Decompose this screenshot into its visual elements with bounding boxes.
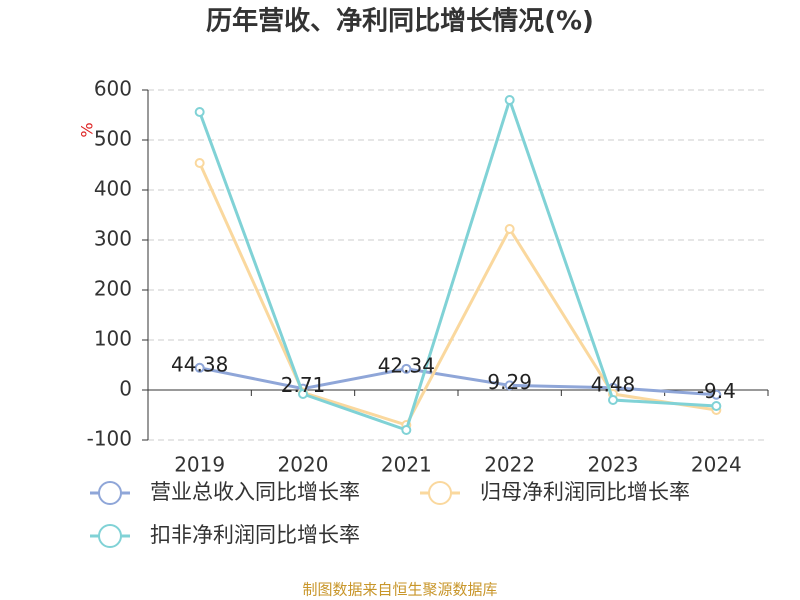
line-series <box>199 366 717 397</box>
legend-icon <box>428 481 452 505</box>
y-tick-label: 100 <box>94 327 132 351</box>
point <box>401 363 412 374</box>
x-tick-label: 2019 <box>174 453 225 477</box>
y-axis-label: % <box>78 122 97 137</box>
point <box>504 224 515 234</box>
point <box>711 401 722 411</box>
x-tick-label: 2024 <box>691 453 742 477</box>
y-tick-label: -100 <box>87 427 132 451</box>
y-tick-label: 500 <box>94 127 132 151</box>
y-tick-label: 200 <box>94 277 132 301</box>
data-label: 9.29 <box>487 370 532 394</box>
point <box>401 425 412 435</box>
x-tick-label: 2023 <box>588 453 639 477</box>
legend-icon <box>98 524 122 548</box>
legend-label[interactable]: 归母净利润同比增长率 <box>480 480 690 504</box>
legend-label[interactable]: 营业总收入同比增长率 <box>150 480 360 504</box>
line-series <box>198 162 717 427</box>
y-tick-label: 0 <box>119 377 132 401</box>
chart-title: 历年营收、净利同比增长情况(%) <box>206 6 594 37</box>
legend-label[interactable]: 扣非净利润同比增长率 <box>150 523 360 547</box>
point <box>298 389 308 399</box>
point <box>504 95 515 105</box>
x-tick-label: 2022 <box>484 453 535 477</box>
y-tick-label: 400 <box>94 177 132 201</box>
point <box>504 380 515 391</box>
point <box>194 107 205 117</box>
x-tick-label: 2021 <box>381 453 432 477</box>
data-label: -9.4 <box>697 379 736 403</box>
point <box>711 389 722 400</box>
data-label: 42.34 <box>378 353 435 377</box>
y-tick-label: 300 <box>94 227 132 251</box>
data-label: 44.38 <box>171 352 228 376</box>
point <box>608 395 618 405</box>
data-label: 2.71 <box>281 373 326 397</box>
point <box>194 158 205 168</box>
legend-icon <box>98 481 122 505</box>
y-tick-label: 600 <box>94 77 132 101</box>
source-note: 制图数据来自恒生聚源数据库 <box>302 581 497 599</box>
line-series <box>198 95 717 432</box>
point <box>194 362 205 373</box>
data-label: 4.48 <box>591 372 636 396</box>
x-tick-label: 2020 <box>278 453 329 477</box>
